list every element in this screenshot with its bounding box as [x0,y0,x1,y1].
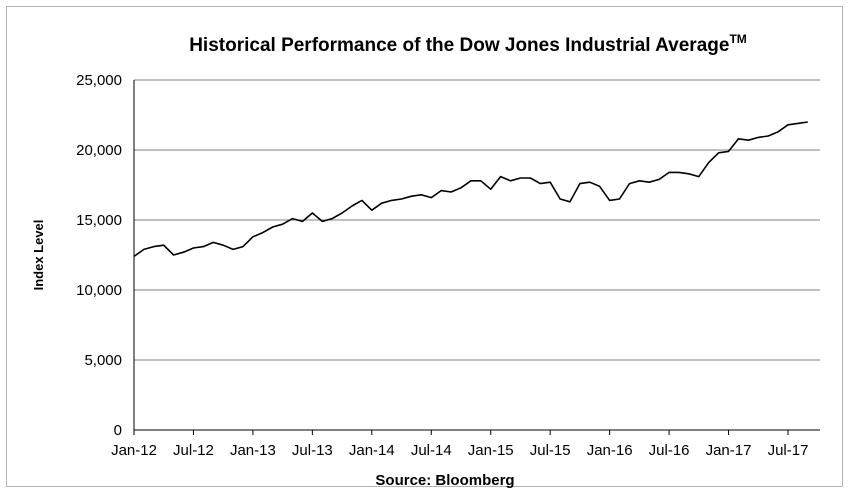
y-tick-label: 25,000 [76,72,122,89]
y-axis-title: Index Level [31,220,46,291]
series-line [133,121,808,258]
source-note: Source: Bloomberg [375,472,514,489]
x-tick-label: Jan-17 [706,442,752,459]
x-tick-label: Jul-12 [173,442,214,459]
x-tick-label: Jan-16 [587,442,633,459]
gridlines [134,79,820,361]
y-tick-label: 5,000 [84,352,122,369]
y-tick-label: 0 [114,422,122,439]
x-tick-label: Jan-12 [111,442,157,459]
x-tick-label: Jan-14 [349,442,395,459]
chart-title: Historical Performance of the Dow Jones … [189,32,747,56]
x-tick-label: Jul-16 [649,442,690,459]
chart-frame [6,6,843,487]
x-tick-marks [133,430,789,435]
x-tick-label: Jul-14 [411,442,452,459]
y-tick-labels: 0 5,000 10,000 15,000 20,000 25,000 [76,72,122,439]
y-tick-label: 20,000 [76,142,122,159]
y-tick-label: 10,000 [76,282,122,299]
x-tick-label: Jan-13 [230,442,276,459]
x-tick-label: Jul-13 [292,442,333,459]
x-tick-label: Jan-15 [468,442,514,459]
x-tick-label: Jul-15 [530,442,571,459]
x-tick-labels: Jan-12 Jul-12 Jan-13 Jul-13 Jan-14 Jul-14 Jan-… [111,442,808,459]
y-tick-label: 15,000 [76,212,122,229]
x-tick-label: Jul-17 [768,442,809,459]
